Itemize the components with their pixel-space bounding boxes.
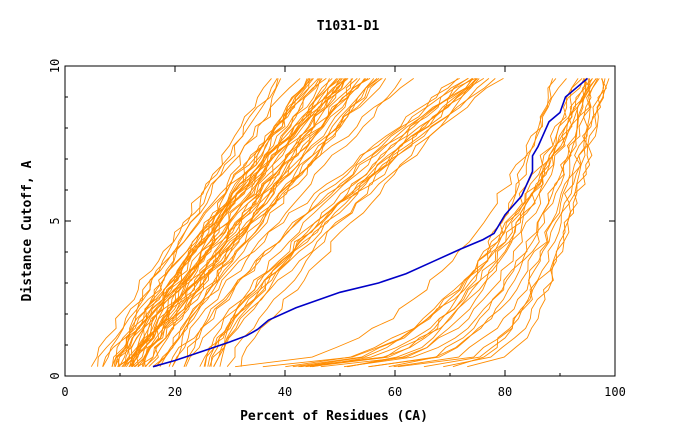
chart-title: T1031-D1 — [317, 19, 380, 34]
series-line-78 — [369, 78, 607, 368]
series-line-49 — [207, 78, 477, 367]
series-line-81 — [443, 78, 606, 368]
series-line-80 — [343, 78, 597, 368]
series-line-2 — [90, 78, 301, 367]
series-line-82 — [393, 78, 605, 368]
series-line-18 — [142, 78, 320, 367]
series-line-40 — [154, 78, 378, 368]
series-line-45 — [172, 77, 476, 367]
series-line-22 — [111, 78, 347, 367]
series-line-43 — [128, 78, 414, 368]
series-line-67 — [312, 78, 589, 368]
series-line-47 — [183, 78, 460, 367]
series-line-10 — [124, 78, 278, 367]
ticks-layer: 0 20 40 60 80 100 0 5 10 — [48, 59, 626, 399]
series-line-73 — [423, 78, 599, 368]
series-line-20 — [131, 78, 310, 367]
series-line-55 — [203, 78, 490, 367]
series-line-33 — [148, 78, 321, 368]
series-line-9 — [129, 78, 282, 367]
series-line-52 — [183, 78, 473, 367]
series-line-12 — [121, 78, 309, 368]
x-tick-label: 80 — [498, 385, 512, 399]
series-line-75 — [452, 78, 591, 368]
series-line-23 — [124, 78, 347, 367]
series-line-41 — [156, 78, 380, 367]
y-tick-label: 0 — [48, 372, 62, 379]
series-line-6 — [116, 78, 279, 367]
series-layer — [90, 77, 610, 368]
y-tick-label: 5 — [48, 217, 62, 224]
series-line-58 — [199, 78, 496, 367]
y-axis-label: Distance Cutoff, A — [20, 160, 35, 301]
series-line-8 — [102, 78, 338, 367]
series-line-69 — [368, 78, 587, 368]
series-line-63 — [298, 78, 557, 368]
x-tick-label: 100 — [604, 385, 626, 399]
x-tick-label: 60 — [388, 385, 402, 399]
x-tick-label: 0 — [61, 385, 68, 399]
series-line-44 — [171, 78, 402, 367]
series-line-5 — [102, 78, 327, 367]
series-line-56 — [226, 78, 474, 367]
series-line-42 — [136, 78, 346, 367]
series-line-72 — [300, 78, 593, 368]
series-line-77 — [467, 78, 597, 368]
series-line-79 — [388, 78, 600, 368]
y-tick-label: 10 — [48, 59, 62, 73]
series-line-57 — [209, 78, 504, 367]
series-line-25 — [145, 78, 383, 367]
series-line-62 — [235, 78, 567, 368]
x-axis-label: Percent of Residues (CA) — [240, 409, 428, 424]
series-line-31 — [117, 78, 375, 368]
series-line-66 — [285, 78, 591, 368]
series-line-27 — [118, 78, 354, 367]
x-tick-label: 40 — [278, 385, 292, 399]
series-line-39 — [137, 78, 352, 368]
series-line-35 — [159, 78, 382, 367]
series-line-74 — [346, 78, 583, 368]
x-tick-label: 20 — [168, 385, 182, 399]
series-line-46 — [168, 78, 459, 367]
series-line-59 — [210, 78, 480, 367]
series-line-68 — [320, 78, 586, 368]
series-line-28 — [141, 78, 369, 367]
series-line-76 — [397, 78, 610, 368]
series-line-36 — [137, 78, 343, 367]
highlight-series-line — [152, 77, 589, 368]
series-line-54 — [185, 78, 478, 367]
series-line-70 — [262, 78, 593, 368]
series-line-51 — [213, 78, 478, 367]
